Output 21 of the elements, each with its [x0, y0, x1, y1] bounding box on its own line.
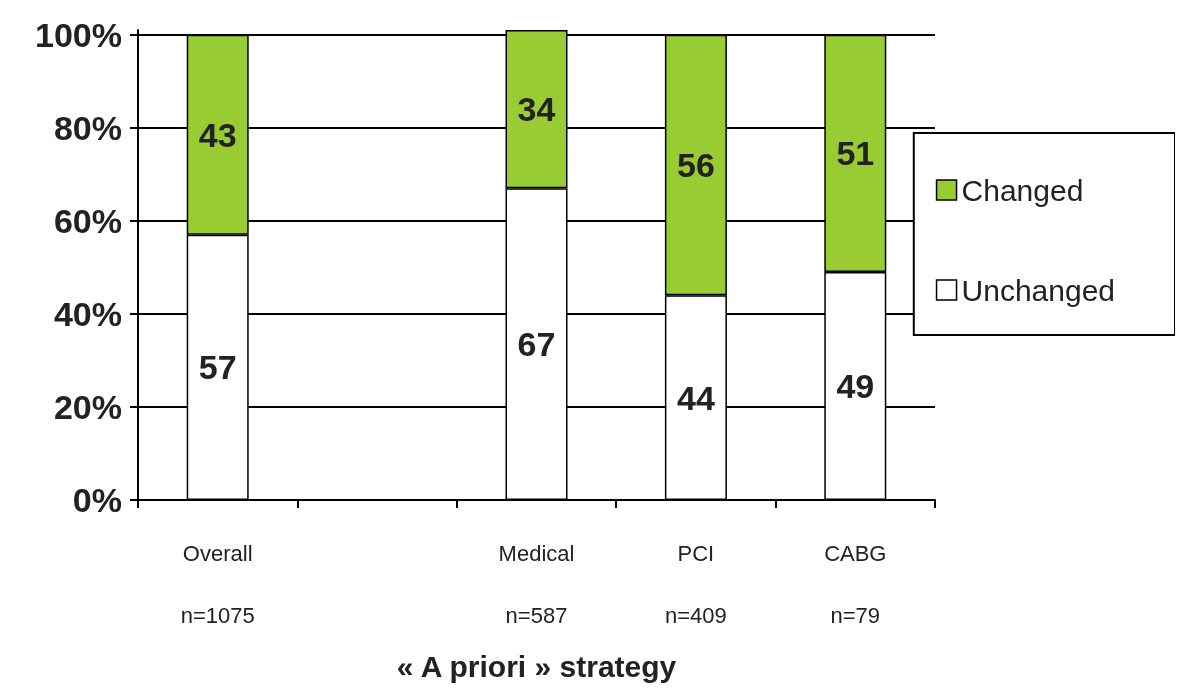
- x-axis-title: « A priori » strategy: [396, 649, 677, 683]
- legend-label: Unchanged: [961, 273, 1116, 307]
- y-tick-label: 20%: [53, 388, 122, 427]
- data-label: 51: [836, 134, 875, 173]
- data-label: 43: [198, 115, 237, 154]
- y-tick-label: 80%: [53, 108, 122, 147]
- y-tick-label: 0%: [72, 481, 122, 520]
- data-label: 34: [517, 90, 556, 129]
- y-tick-label: 60%: [53, 201, 122, 240]
- data-label: 67: [517, 325, 556, 364]
- category-label: Medical n=587: [498, 540, 575, 628]
- data-label: 56: [676, 145, 715, 184]
- data-label: 44: [676, 378, 715, 417]
- y-tick-label: 40%: [53, 294, 122, 333]
- data-label: 57: [198, 348, 237, 387]
- category-label: Overall n=1075: [180, 540, 255, 628]
- y-tick-label: 100%: [35, 15, 122, 54]
- legend-label: Changed: [961, 173, 1084, 207]
- data-label: 49: [836, 367, 875, 406]
- category-label: PCI n=409: [665, 540, 727, 628]
- category-label: CABG n=79: [824, 540, 887, 628]
